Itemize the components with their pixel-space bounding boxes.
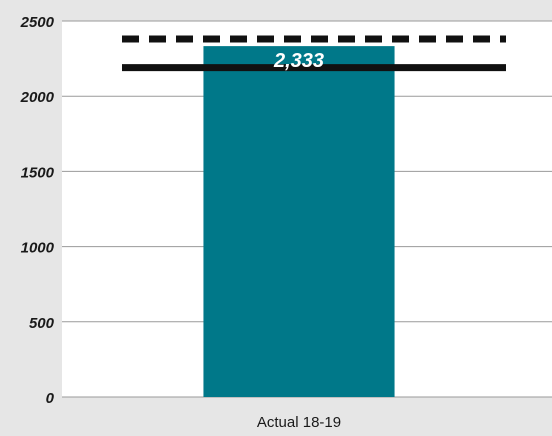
y-tick-label-500: 500 <box>29 315 55 332</box>
y-axis-ticks: 0 500 1000 1500 2000 2500 <box>20 14 55 407</box>
x-tick-label-0: Actual 18-19 <box>257 414 341 431</box>
data-label-0: 2,333 <box>273 50 324 72</box>
data-labels: 2,333 <box>273 50 324 72</box>
reference-lines <box>122 35 506 72</box>
y-tick-label-2000: 2000 <box>20 89 55 106</box>
y-tick-label-2500: 2500 <box>20 14 55 31</box>
bar-0 <box>203 46 395 398</box>
y-tick-label-1500: 1500 <box>21 164 55 181</box>
y-tick-label-1000: 1000 <box>21 240 55 257</box>
x-axis-ticks: Actual 18-19 <box>257 414 341 431</box>
y-tick-label-0: 0 <box>46 390 55 407</box>
bars <box>203 46 395 398</box>
